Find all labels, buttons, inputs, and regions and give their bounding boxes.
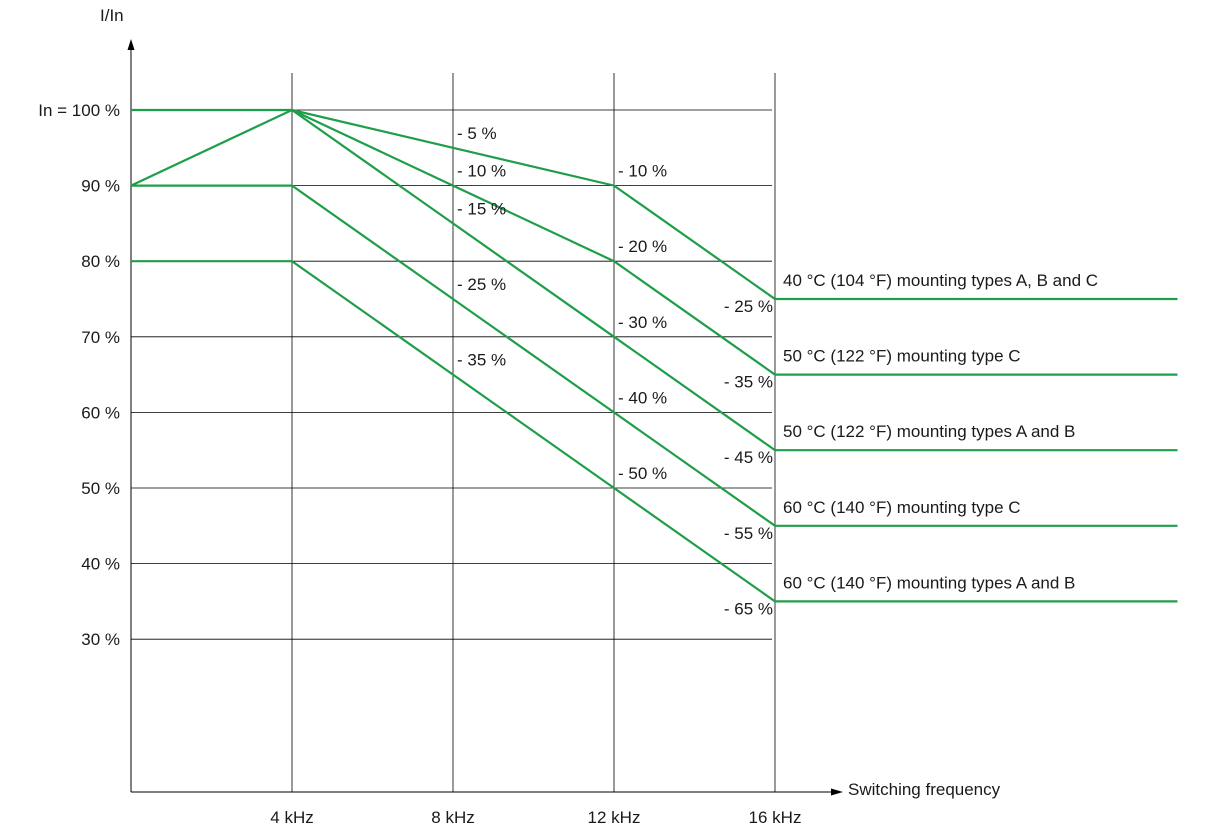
series-name-label: 60 °C (140 °F) mounting type C	[783, 498, 1021, 517]
x-axis-title: Switching frequency	[848, 780, 1001, 799]
data-label: - 45 %	[724, 448, 773, 467]
series-name-label: 50 °C (122 °F) mounting type C	[783, 347, 1021, 366]
x-tick-label: 12 kHz	[588, 808, 641, 827]
data-label: - 65 %	[724, 599, 773, 618]
data-label: - 55 %	[724, 524, 773, 543]
data-label: - 25 %	[724, 297, 773, 316]
x-tick-label: 16 kHz	[749, 808, 802, 827]
series-name-label: 60 °C (140 °F) mounting types A and B	[783, 573, 1075, 592]
series-name-label: 50 °C (122 °F) mounting types A and B	[783, 422, 1075, 441]
data-label: - 5 %	[457, 124, 497, 143]
y-tick-label: 60 %	[81, 403, 120, 422]
series-line	[130, 108, 1178, 452]
y-axis-arrow-icon	[127, 39, 135, 50]
grid-layer	[131, 73, 776, 792]
data-label: - 30 %	[618, 313, 667, 332]
x-tick-label: 8 kHz	[431, 808, 474, 827]
y-tick-label: 30 %	[81, 630, 120, 649]
label-layer: 40 °C (104 °F) mounting types A, B and C…	[457, 124, 1098, 619]
series-line	[291, 109, 1178, 376]
data-label: - 15 %	[457, 199, 506, 218]
data-label: - 35 %	[457, 351, 506, 370]
data-label: - 50 %	[618, 464, 667, 483]
series-layer	[130, 108, 1178, 603]
data-label: - 25 %	[457, 275, 506, 294]
y-tick-label: In = 100 %	[38, 101, 120, 120]
series-name-label: 40 °C (104 °F) mounting types A, B and C	[783, 271, 1098, 290]
series-line	[131, 108, 1178, 301]
data-label: - 35 %	[724, 373, 773, 392]
y-tick-label: 70 %	[81, 328, 120, 347]
data-label: - 10 %	[618, 162, 667, 181]
data-label: - 20 %	[618, 237, 667, 256]
x-tick-label: 4 kHz	[270, 808, 313, 827]
y-tick-label: 50 %	[81, 479, 120, 498]
y-axis-title: I/In	[100, 6, 124, 25]
data-label: - 40 %	[618, 388, 667, 407]
data-label: - 10 %	[457, 162, 506, 181]
y-tick-label: 90 %	[81, 177, 120, 196]
series-line	[131, 184, 1178, 527]
axis-layer: I/In Switching frequency	[100, 6, 1001, 799]
y-tick-label: 40 %	[81, 555, 120, 574]
series-line	[131, 260, 1178, 603]
tick-layer: In = 100 % 90 % 80 % 70 % 60 % 50 % 40 % 30 % 4 …	[38, 101, 801, 827]
x-axis-arrow-icon	[831, 788, 843, 796]
y-tick-label: 80 %	[81, 252, 120, 271]
